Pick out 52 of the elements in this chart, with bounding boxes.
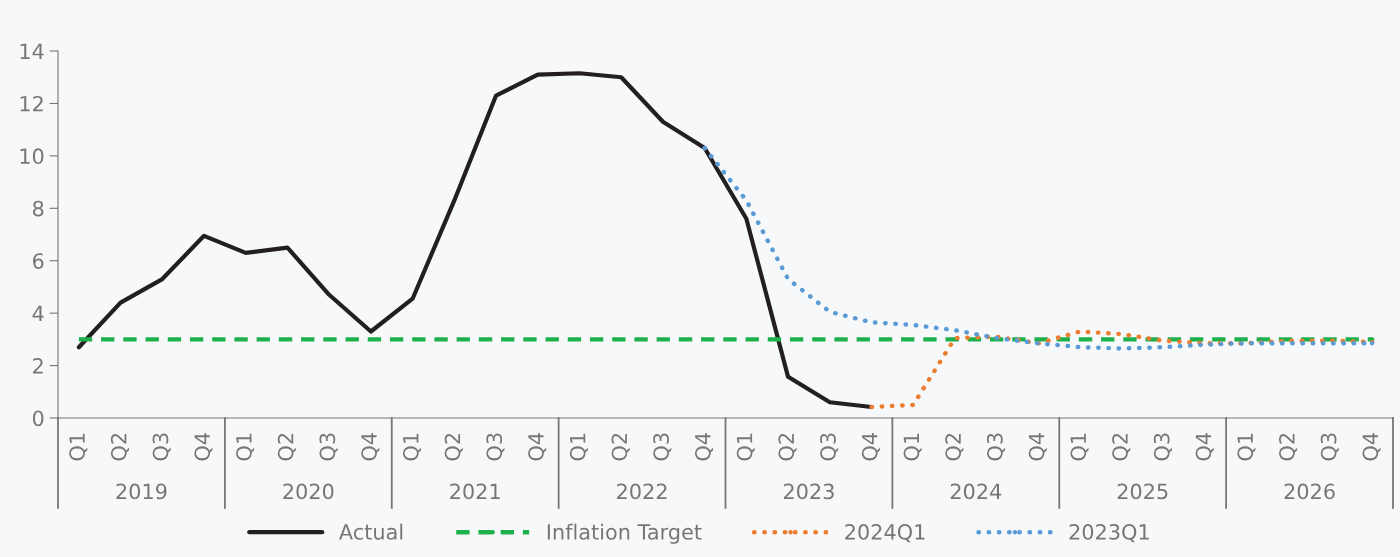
x-tick-label: Q2 xyxy=(110,433,130,461)
legend-label: Inflation Target xyxy=(547,523,702,544)
y-tick-label: 0 xyxy=(32,410,44,427)
x-tick-label: Q4 xyxy=(1195,433,1214,461)
x-tick-label: Q2 xyxy=(1112,433,1131,461)
x-tick-label: Q2 xyxy=(945,433,964,461)
x-tick-label: Q4 xyxy=(694,433,714,461)
x-tick-label: Q1 xyxy=(236,433,255,461)
y-tick-label: 8 xyxy=(32,200,44,217)
y-tick-label: 12 xyxy=(20,95,43,112)
y-tick-label: 2 xyxy=(33,358,43,374)
y-tick-label: 6 xyxy=(33,253,44,269)
x-tick-label: Q1 xyxy=(569,433,588,461)
x-tick-label: Q3 xyxy=(1320,433,1339,461)
x-tick-label: Q3 xyxy=(653,433,672,461)
x-tick-label: Q4 xyxy=(1362,433,1381,461)
x-tick-label: Q2 xyxy=(1278,433,1298,461)
x-tick-label: Q3 xyxy=(1153,433,1172,461)
x-tick-label: Q3 xyxy=(486,433,505,461)
text: 2025 xyxy=(1117,483,1168,500)
x-tick-label: Q4 xyxy=(194,433,213,461)
text: 2026 xyxy=(1284,483,1335,500)
x-tick-label: Q4 xyxy=(1028,433,1047,461)
x-tick-label: Q2 xyxy=(277,433,296,461)
x-tick-label: Q1 xyxy=(903,433,922,461)
x-tick-label: Q2 xyxy=(778,433,797,461)
text: 2019 xyxy=(116,483,167,500)
x-tick-label: Q2 xyxy=(611,433,630,461)
y-tick-label: 10 xyxy=(20,148,44,165)
legend-label: Actual xyxy=(339,523,403,540)
text: 2022 xyxy=(617,483,667,500)
x-tick-label: Q4 xyxy=(361,433,380,461)
x-tick-label: Q3 xyxy=(152,433,171,461)
x-tick-label: Q1 xyxy=(402,433,422,461)
x-tick-label: Q1 xyxy=(1070,433,1089,461)
text: 2021 xyxy=(450,483,500,500)
x-tick-label: Q3 xyxy=(319,433,338,461)
x-tick-label: Q4 xyxy=(861,433,880,461)
legend-label: 2024Q1 xyxy=(845,524,925,543)
x-tick-label: Q1 xyxy=(736,433,755,461)
x-tick-label: Q2 xyxy=(444,433,463,461)
x-tick-label: Q3 xyxy=(820,433,839,461)
x-tick-label: Q1 xyxy=(1237,433,1256,461)
legend-label: 2023Q1 xyxy=(1069,524,1149,543)
x-tick-label: Q1 xyxy=(69,433,88,461)
text: 2023 xyxy=(783,483,834,500)
x-tick-label: Q4 xyxy=(528,433,547,461)
text: 2020 xyxy=(283,483,334,500)
x-tick-label: Q3 xyxy=(986,433,1006,461)
text: 2024 xyxy=(950,483,1002,500)
y-tick-label: 14 xyxy=(20,43,44,59)
y-tick-label: 4 xyxy=(32,305,44,322)
